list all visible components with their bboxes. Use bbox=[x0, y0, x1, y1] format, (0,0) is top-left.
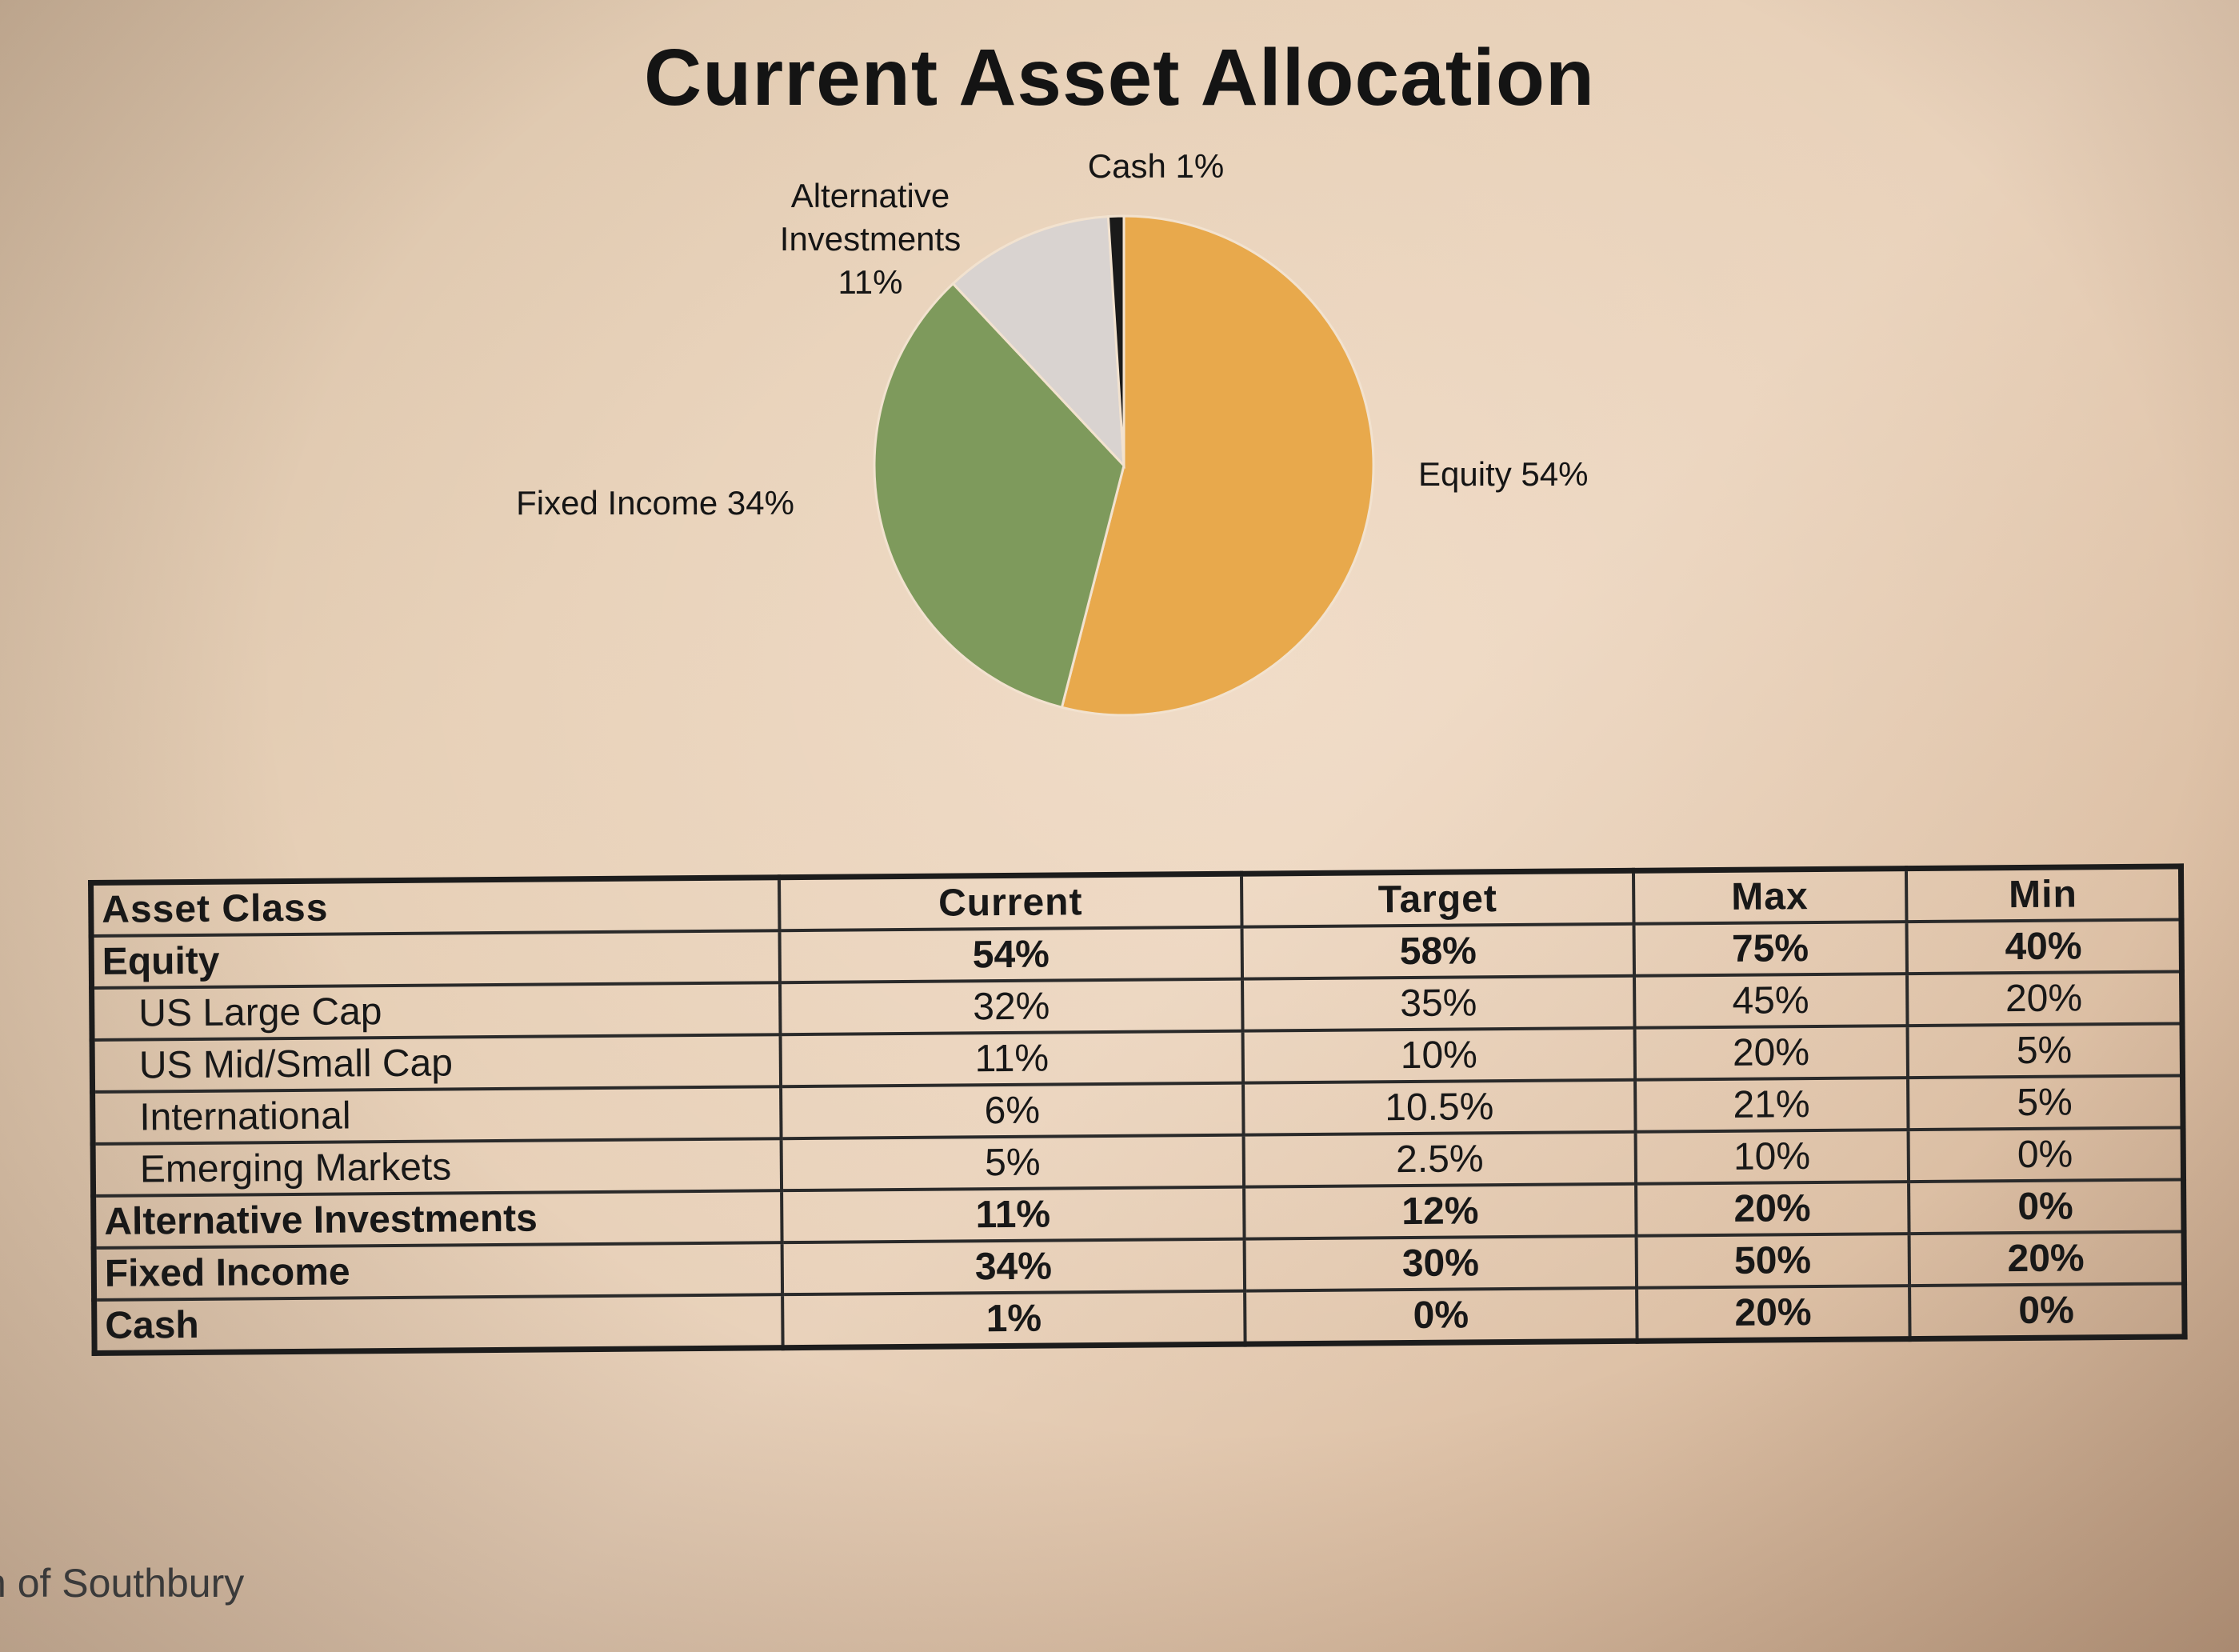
min-cell: 40% bbox=[1906, 919, 2182, 974]
min-cell: 20% bbox=[1909, 1231, 2185, 1286]
min-cell: 0% bbox=[1908, 1179, 2185, 1234]
current-cell: 11% bbox=[782, 1186, 1245, 1243]
target-cell: 0% bbox=[1245, 1287, 1637, 1345]
current-cell: 6% bbox=[781, 1082, 1244, 1139]
max-cell: 45% bbox=[1633, 974, 1908, 1028]
target-cell: 10.5% bbox=[1243, 1079, 1636, 1135]
target-cell: 30% bbox=[1244, 1235, 1637, 1291]
asset-class-cell: Equity bbox=[91, 930, 781, 988]
current-cell: 34% bbox=[782, 1238, 1245, 1295]
label-fixed-income-line: Fixed Income 34% bbox=[516, 484, 794, 522]
label-fixed-income: Fixed Income 34% bbox=[516, 484, 794, 522]
chart-title: Current Asset Allocation bbox=[644, 33, 1595, 122]
slice-cash bbox=[1106, 214, 1125, 466]
header-min: Min bbox=[1905, 866, 2181, 922]
table-body: Equity 54% 58% 75% 40% US Large Cap 32% 35% 45% 2… bbox=[91, 919, 2185, 1354]
header-target: Target bbox=[1241, 870, 1634, 927]
asset-class-cell: Alternative Investments bbox=[93, 1190, 782, 1248]
target-cell: 35% bbox=[1242, 975, 1635, 1031]
label-alternative-investments-line: Investments bbox=[780, 220, 961, 258]
min-cell: 5% bbox=[1907, 1023, 2183, 1078]
target-cell: 58% bbox=[1241, 923, 1634, 979]
target-cell: 10% bbox=[1242, 1027, 1635, 1083]
slice-alternative-investments bbox=[951, 215, 1125, 470]
current-cell: 32% bbox=[780, 978, 1243, 1035]
asset-class-cell: Fixed Income bbox=[94, 1242, 783, 1300]
max-cell: 21% bbox=[1634, 1078, 1909, 1132]
asset-class-cell: International bbox=[92, 1086, 782, 1144]
label-cash: Cash 1% bbox=[1088, 147, 1224, 185]
target-cell: 12% bbox=[1244, 1183, 1637, 1239]
label-alternative-investments-line: 11% bbox=[838, 263, 903, 301]
label-alternative-investments: Alternative Investments 11% bbox=[780, 177, 961, 301]
header-asset-class: Asset Class bbox=[90, 877, 780, 936]
current-cell: 54% bbox=[779, 926, 1243, 983]
pie-chart: Equity 54% Fixed Income 34% Alternative Inv… bbox=[516, 147, 1588, 717]
max-cell: 10% bbox=[1635, 1130, 1909, 1184]
max-cell: 20% bbox=[1634, 1026, 1908, 1080]
asset-class-cell: US Mid/Small Cap bbox=[92, 1034, 782, 1092]
target-cell: 2.5% bbox=[1243, 1131, 1637, 1187]
current-cell: 5% bbox=[781, 1134, 1245, 1191]
asset-class-cell: US Large Cap bbox=[91, 982, 781, 1040]
min-cell: 5% bbox=[1907, 1075, 2184, 1130]
asset-class-cell: Emerging Markets bbox=[93, 1138, 782, 1196]
max-cell: 50% bbox=[1636, 1234, 1909, 1288]
label-cash-line: Cash 1% bbox=[1088, 147, 1224, 185]
header-max: Max bbox=[1633, 868, 1907, 924]
slice-equity bbox=[1060, 214, 1375, 717]
max-cell: 20% bbox=[1636, 1182, 1909, 1236]
label-equity: Equity 54% bbox=[1418, 455, 1588, 493]
asset-class-cell: Cash bbox=[94, 1294, 783, 1354]
allocation-table: Asset Class Current Target Max Min Equit… bbox=[88, 863, 2188, 1356]
min-cell: 0% bbox=[1908, 1127, 2184, 1182]
label-alternative-investments-line: Alternative bbox=[791, 177, 950, 214]
current-cell: 11% bbox=[780, 1030, 1244, 1087]
label-equity-line: Equity 54% bbox=[1418, 455, 1588, 493]
min-cell: 0% bbox=[1909, 1283, 2185, 1339]
current-cell: 1% bbox=[782, 1290, 1245, 1348]
slice-fixed-income bbox=[873, 282, 1125, 710]
max-cell: 75% bbox=[1633, 922, 1907, 976]
footer-text: n of Southbury bbox=[0, 1561, 245, 1606]
max-cell: 20% bbox=[1637, 1286, 1910, 1342]
min-cell: 20% bbox=[1906, 971, 2182, 1026]
header-current: Current bbox=[779, 874, 1242, 931]
